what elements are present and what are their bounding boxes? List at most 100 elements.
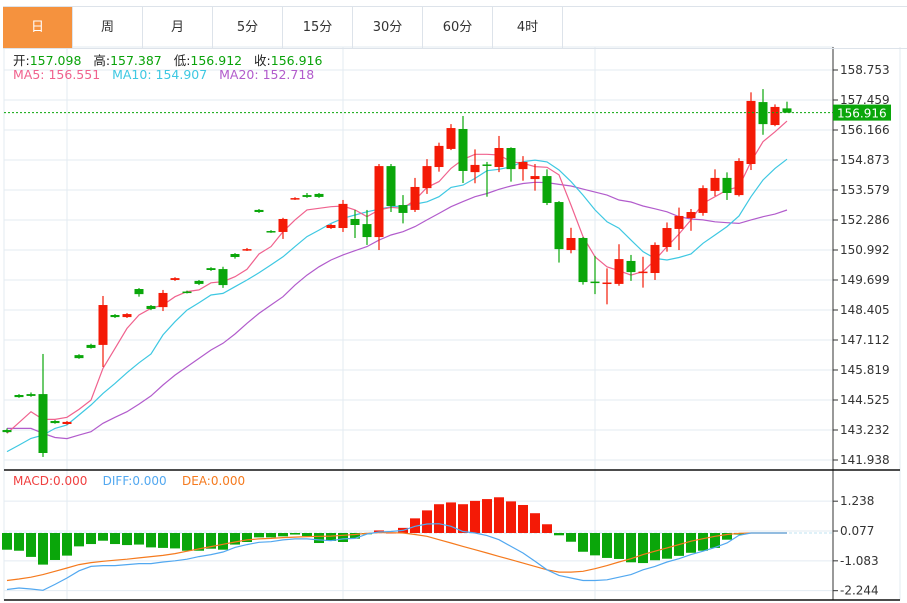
candle — [482, 161, 492, 197]
low-value: 156.912 — [190, 53, 243, 68]
close-label: 收: — [254, 53, 271, 68]
macd-bar — [494, 497, 504, 533]
candle — [338, 199, 348, 232]
price-tick-label: 158.753 — [840, 63, 890, 77]
candle — [62, 420, 72, 425]
candle — [374, 164, 384, 251]
macd-tick-label: -1.083 — [840, 554, 879, 568]
candle-body — [506, 148, 516, 170]
tab-60min[interactable]: 60分 — [423, 7, 493, 48]
candle — [662, 222, 672, 252]
candle-body — [374, 166, 384, 238]
macd-bar — [566, 533, 576, 542]
candle — [398, 195, 408, 224]
candle — [530, 164, 540, 191]
candle-body — [494, 148, 504, 168]
candle-body — [74, 355, 84, 359]
candle — [782, 101, 792, 113]
current-price-badge — [833, 104, 891, 121]
tab-week[interactable]: 周 — [73, 7, 143, 48]
candle — [266, 230, 276, 233]
candle — [710, 169, 720, 197]
ma-readout: MA5: 156.551 MA10: 154.907 MA20: 152.718 — [13, 67, 314, 82]
candle-body — [134, 289, 144, 295]
candle — [242, 247, 252, 251]
ma10-value: MA10: 154.907 — [112, 67, 208, 82]
price-tick-label: 143.232 — [840, 423, 890, 437]
candle-body — [62, 421, 72, 425]
macd-bar — [38, 533, 48, 565]
macd-bar — [554, 533, 564, 536]
macd-bar — [158, 533, 168, 548]
macd-bar — [446, 502, 456, 533]
ma20-line — [7, 181, 788, 440]
candle — [2, 428, 12, 434]
price-tick-label: 149.699 — [840, 273, 890, 287]
candle-body — [602, 282, 612, 285]
candle-body — [470, 164, 480, 173]
candle — [254, 208, 264, 213]
candle-body — [662, 228, 672, 248]
macd-tick-label: -2.244 — [840, 584, 879, 598]
tab-4hour[interactable]: 4时 — [493, 7, 563, 48]
candle — [218, 266, 228, 288]
candle-body — [434, 145, 444, 168]
candle-body — [170, 278, 180, 280]
candle-body — [290, 198, 300, 200]
candle — [470, 149, 480, 184]
candle-body — [578, 237, 588, 283]
candlesticks — [2, 89, 792, 457]
candle — [626, 254, 636, 281]
macd-bar — [2, 533, 12, 550]
tab-month[interactable]: 月 — [143, 7, 213, 48]
candle-body — [218, 269, 228, 286]
tab-30min[interactable]: 30分 — [353, 7, 423, 48]
candle-body — [266, 231, 276, 233]
candle-body — [458, 128, 468, 171]
candle — [122, 313, 132, 319]
candle-body — [14, 395, 24, 398]
macd-bar — [14, 533, 24, 551]
macd-bar — [134, 533, 144, 545]
macd-bar — [530, 513, 540, 533]
candle-body — [674, 215, 684, 229]
candle — [350, 209, 360, 238]
candle-body — [710, 177, 720, 191]
candle — [614, 244, 624, 286]
candle-body — [746, 100, 756, 165]
candle-body — [110, 314, 120, 318]
candle — [758, 89, 768, 135]
macd-bar — [338, 533, 348, 542]
candle — [26, 392, 36, 397]
macd-bar — [434, 504, 444, 533]
candle — [50, 420, 60, 424]
candle-body — [98, 305, 108, 345]
ma5-value: MA5: 156.551 — [13, 67, 101, 82]
candle — [290, 197, 300, 200]
candle-body — [422, 166, 432, 189]
tab-15min[interactable]: 15分 — [283, 7, 353, 48]
candle — [362, 209, 372, 245]
candle-body — [122, 314, 132, 318]
candle-body — [614, 259, 624, 284]
candle-body — [314, 193, 324, 197]
candle — [110, 314, 120, 319]
candle-body — [722, 177, 732, 193]
macd-bar — [242, 533, 252, 542]
macd-bar — [302, 533, 312, 537]
macd-readout: MACD:0.000 DIFF:0.000 DEA:0.000 — [13, 474, 245, 488]
diff-value: DIFF:0.000 — [102, 474, 167, 488]
candle — [134, 288, 144, 297]
candle-body — [650, 244, 660, 274]
tab-5min[interactable]: 5分 — [213, 7, 283, 48]
macd-bar — [218, 533, 228, 550]
candle — [770, 104, 780, 127]
ma20-value: MA20: 152.718 — [219, 67, 315, 82]
price-tick-label: 153.579 — [840, 183, 890, 197]
candle-body — [338, 203, 348, 229]
macd-bar — [74, 533, 84, 547]
macd-bar — [626, 533, 636, 563]
tab-day[interactable]: 日 — [3, 7, 73, 48]
candle — [602, 268, 612, 305]
